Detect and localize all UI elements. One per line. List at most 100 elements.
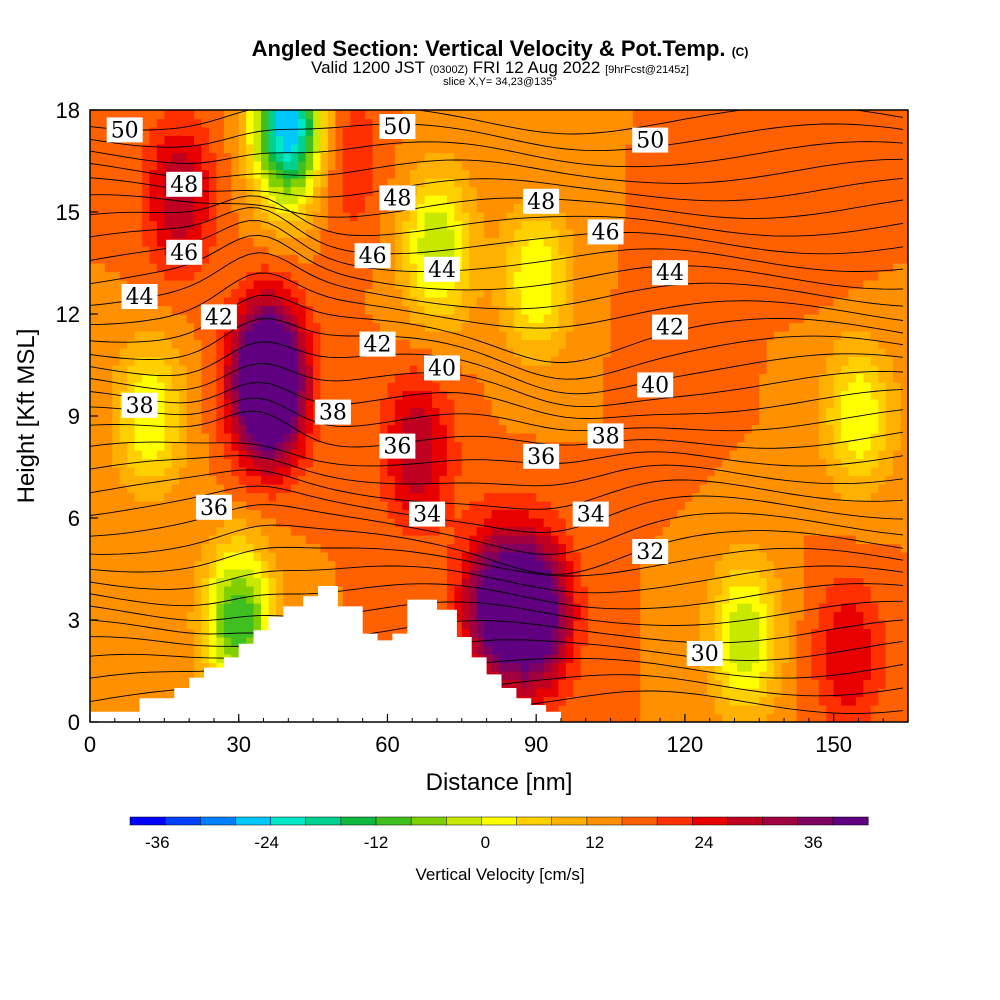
velocity-cell xyxy=(565,492,574,502)
velocity-cell xyxy=(521,475,530,485)
velocity-cell xyxy=(394,356,403,366)
velocity-cell xyxy=(342,110,351,120)
velocity-cell xyxy=(216,645,225,655)
velocity-cell xyxy=(506,314,515,324)
velocity-cell xyxy=(313,237,322,247)
velocity-cell xyxy=(194,322,203,332)
velocity-cell xyxy=(97,620,106,630)
velocity-cell xyxy=(565,390,574,400)
velocity-cell xyxy=(216,416,225,426)
velocity-cell xyxy=(387,594,396,604)
velocity-cell xyxy=(476,399,485,409)
velocity-cell xyxy=(149,373,158,383)
velocity-cell xyxy=(112,356,121,366)
velocity-cell xyxy=(119,339,128,349)
velocity-cell xyxy=(275,161,284,171)
velocity-cell xyxy=(394,594,403,604)
velocity-cell xyxy=(402,628,411,638)
velocity-cell xyxy=(521,348,530,358)
velocity-cell xyxy=(513,586,522,596)
velocity-cell xyxy=(112,450,121,460)
velocity-cell xyxy=(499,203,507,213)
velocity-cell xyxy=(164,458,173,468)
velocity-cell xyxy=(216,560,225,570)
velocity-cell xyxy=(365,586,374,596)
velocity-cell xyxy=(536,212,545,222)
velocity-cell xyxy=(469,586,478,596)
velocity-cell xyxy=(238,322,247,332)
velocity-cell xyxy=(551,271,560,281)
velocity-cell xyxy=(156,339,165,349)
velocity-cell xyxy=(246,110,255,120)
velocity-cell xyxy=(209,407,217,417)
velocity-cell xyxy=(223,178,232,188)
velocity-cell xyxy=(432,135,441,145)
velocity-cell xyxy=(127,569,136,579)
velocity-cell xyxy=(253,620,262,630)
velocity-cell xyxy=(387,365,396,375)
velocity-cell xyxy=(432,543,441,553)
velocity-cell xyxy=(558,416,567,426)
velocity-cell xyxy=(469,552,478,562)
velocity-cell xyxy=(223,195,232,205)
velocity-cell xyxy=(461,348,470,358)
velocity-cell xyxy=(238,220,247,230)
velocity-cell xyxy=(171,127,180,137)
velocity-cell xyxy=(580,152,589,162)
velocity-cell xyxy=(261,288,269,298)
velocity-cell xyxy=(268,373,277,383)
velocity-cell xyxy=(246,450,255,460)
velocity-cell xyxy=(201,373,210,383)
velocity-cell xyxy=(357,492,366,502)
velocity-cell xyxy=(365,203,374,213)
velocity-cell xyxy=(194,152,203,162)
velocity-cell xyxy=(90,365,98,375)
velocity-cell xyxy=(469,263,478,273)
velocity-cell xyxy=(134,569,143,579)
velocity-cell xyxy=(328,390,336,400)
velocity-cell xyxy=(350,424,359,434)
velocity-cell xyxy=(506,611,515,621)
velocity-cell xyxy=(357,144,366,154)
velocity-cell xyxy=(268,246,277,256)
velocity-cell xyxy=(491,203,500,213)
velocity-cell xyxy=(595,127,604,137)
velocity-cell xyxy=(261,212,269,222)
velocity-cell xyxy=(387,467,396,477)
velocity-cell xyxy=(216,399,225,409)
velocity-cell xyxy=(342,348,351,358)
velocity-cell xyxy=(387,271,396,281)
velocity-cell xyxy=(372,322,381,332)
velocity-cell xyxy=(231,271,240,281)
velocity-cell xyxy=(149,365,158,375)
velocity-cell xyxy=(424,212,433,222)
velocity-cell xyxy=(580,195,589,205)
velocity-cell xyxy=(134,348,143,358)
velocity-cell xyxy=(588,314,597,324)
velocity-cell xyxy=(112,399,121,409)
velocity-cell xyxy=(149,637,158,647)
velocity-cell xyxy=(469,492,478,502)
velocity-cell xyxy=(350,297,359,307)
velocity-cell xyxy=(565,552,574,562)
velocity-cell xyxy=(565,203,574,213)
velocity-cell xyxy=(461,526,470,536)
velocity-cell xyxy=(335,297,344,307)
velocity-cell xyxy=(194,118,203,128)
velocity-cell xyxy=(313,424,322,434)
velocity-cell xyxy=(491,526,500,536)
velocity-cell xyxy=(565,322,574,332)
velocity-cell xyxy=(588,263,597,273)
velocity-cell xyxy=(104,254,113,264)
velocity-cell xyxy=(179,356,188,366)
velocity-cell xyxy=(90,144,98,154)
velocity-cell xyxy=(142,373,151,383)
velocity-cell xyxy=(142,679,151,689)
velocity-cell xyxy=(387,603,396,613)
velocity-cell xyxy=(156,407,165,417)
velocity-cell xyxy=(90,373,98,383)
velocity-cell xyxy=(506,399,515,409)
velocity-cell xyxy=(499,611,507,621)
velocity-cell xyxy=(558,552,567,562)
velocity-cell xyxy=(164,543,173,553)
